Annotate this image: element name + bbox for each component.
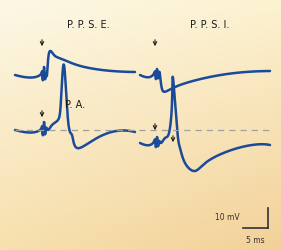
Text: 5 ms: 5 ms [246,236,265,245]
Text: P. P. S. I.: P. P. S. I. [190,20,230,30]
Text: P. A.: P. A. [65,100,85,110]
Text: P. P. S. E.: P. P. S. E. [67,20,109,30]
Text: 10 mV: 10 mV [215,214,240,222]
